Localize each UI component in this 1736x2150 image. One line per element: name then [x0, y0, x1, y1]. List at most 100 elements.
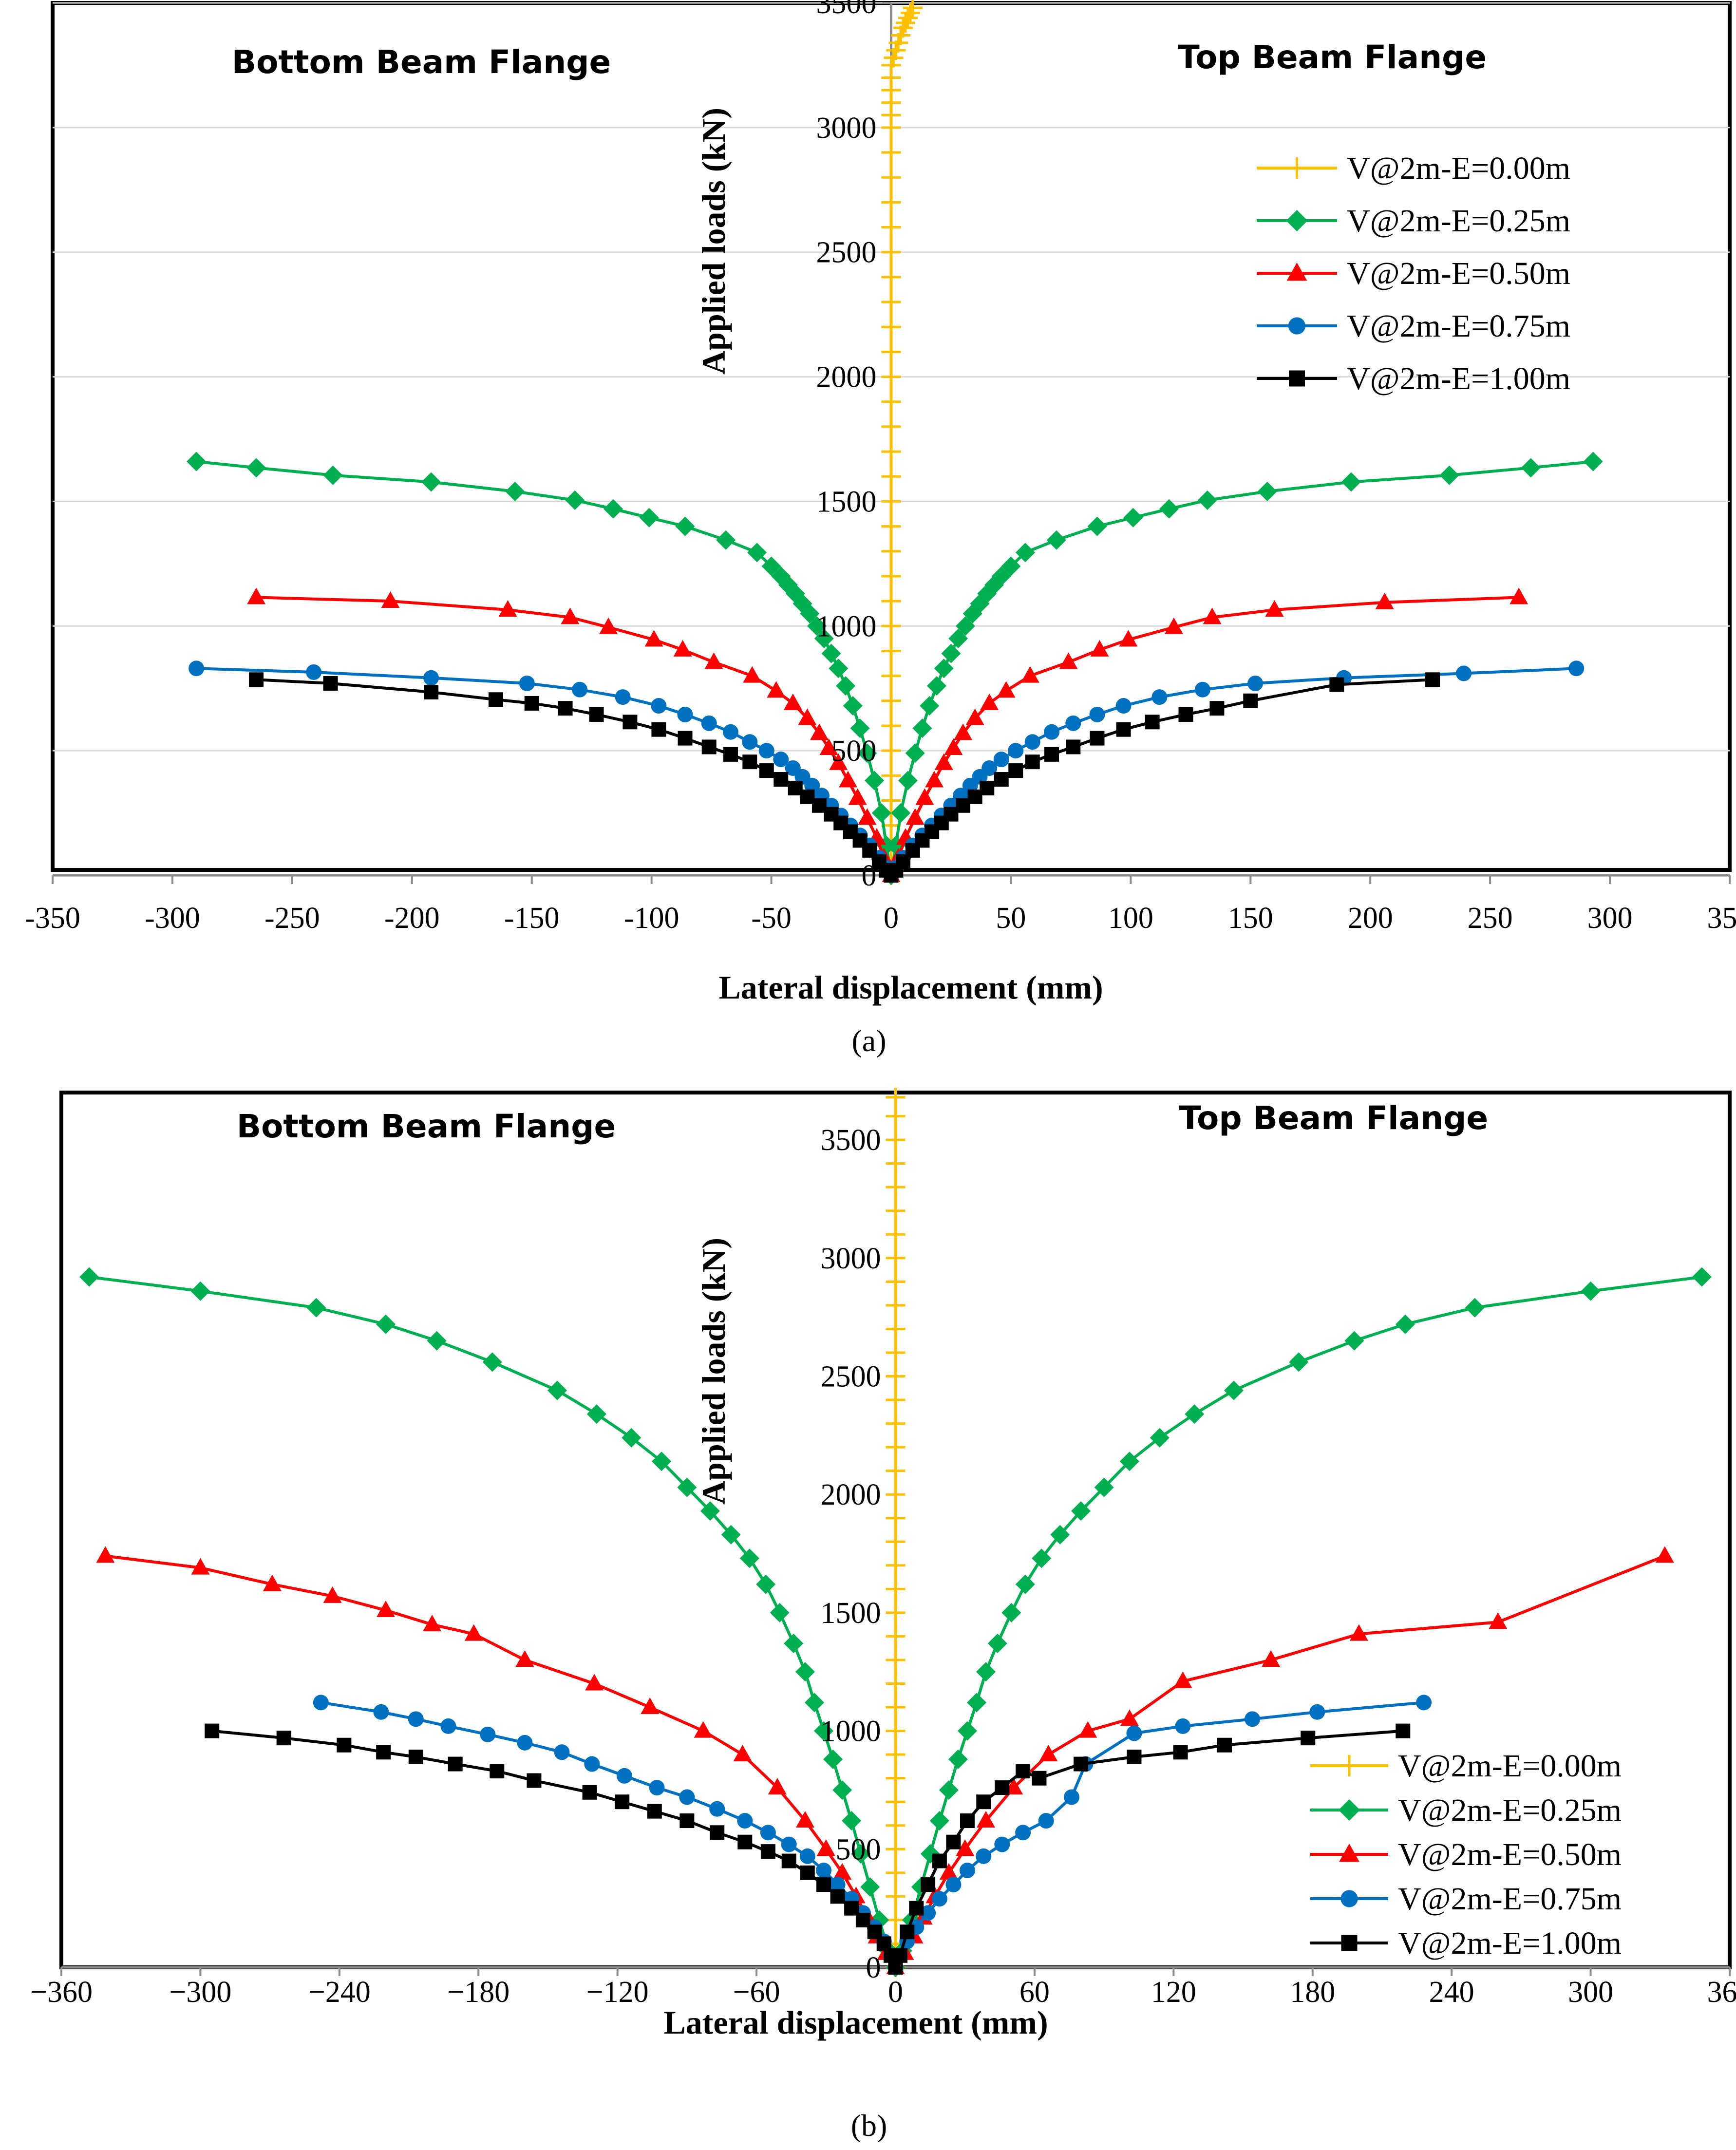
data-point — [1044, 724, 1060, 740]
data-point — [881, 541, 901, 561]
data-point — [723, 747, 738, 762]
data-point — [830, 1889, 845, 1904]
data-point — [976, 1794, 991, 1810]
data-point — [480, 1726, 496, 1742]
y-tick-label: 1500 — [821, 1597, 881, 1630]
data-point — [920, 1905, 936, 1921]
data-point — [810, 723, 829, 740]
data-point — [886, 1792, 906, 1812]
data-point — [1078, 1721, 1097, 1738]
data-point — [737, 1834, 753, 1849]
x-tick-label: 60 — [1019, 1976, 1050, 2009]
data-point — [886, 1508, 906, 1528]
data-point — [830, 1877, 846, 1893]
data-point — [881, 666, 901, 686]
data-point — [1217, 1737, 1232, 1753]
data-point — [306, 1298, 326, 1318]
data-point — [1265, 600, 1284, 617]
legend-label: V@2m-E=0.25m — [1347, 203, 1570, 239]
data-point — [488, 692, 503, 707]
data-point — [795, 1811, 814, 1828]
data-point — [881, 691, 901, 711]
data-point — [554, 1744, 570, 1760]
data-point — [1197, 490, 1217, 510]
data-point — [747, 543, 767, 563]
data-point — [881, 741, 901, 761]
data-point — [1692, 1267, 1712, 1287]
data-point — [886, 1886, 906, 1906]
data-point — [881, 791, 901, 811]
legend-item: V@2m-E=0.50m — [1257, 256, 1570, 291]
data-point — [959, 1862, 975, 1878]
data-point — [829, 753, 848, 770]
data-point — [886, 1437, 906, 1457]
x-tick-label: -50 — [751, 902, 792, 935]
y-tick-label: 0 — [866, 1951, 881, 1984]
data-point — [814, 1721, 834, 1741]
data-point — [956, 1839, 975, 1856]
data-point — [893, 18, 913, 38]
data-point — [701, 739, 717, 754]
data-point — [886, 1248, 906, 1268]
data-point — [694, 1721, 713, 1738]
data-point — [948, 628, 968, 648]
data-point — [960, 1813, 975, 1829]
data-point — [981, 760, 998, 776]
data-point — [448, 1756, 463, 1772]
data-point — [881, 392, 901, 412]
data-point — [616, 1768, 632, 1784]
data-point — [710, 1825, 725, 1840]
data-point — [858, 808, 877, 825]
data-point — [323, 1586, 342, 1603]
legend-item: V@2m-E=1.00m — [1310, 1925, 1622, 1961]
data-point — [1289, 1352, 1309, 1372]
data-point — [925, 771, 944, 788]
data-point — [850, 718, 870, 738]
data-point — [1064, 1789, 1080, 1805]
data-point — [263, 1574, 282, 1591]
data-point — [886, 1106, 906, 1126]
data-point — [679, 1813, 695, 1829]
data-point — [761, 556, 781, 576]
data-point — [79, 1267, 99, 1287]
data-point — [742, 734, 758, 750]
data-point — [1245, 1711, 1261, 1727]
series-group-b — [79, 1087, 1712, 1977]
series-V@2m-E=0.00m — [886, 1087, 906, 1977]
x-tick-label: 360 — [1707, 1976, 1736, 2009]
data-point — [756, 1574, 776, 1594]
annotation-top-flange-a: Top Beam Flange — [1178, 38, 1487, 76]
data-point — [886, 1532, 906, 1552]
x-tick-label: -200 — [384, 902, 440, 935]
data-point — [886, 1225, 906, 1245]
data-point — [758, 743, 774, 759]
data-point — [807, 616, 827, 636]
x-axis-title-a: Lateral displacement (mm) — [718, 969, 1103, 1006]
data-point — [941, 643, 961, 663]
data-point — [1090, 640, 1109, 657]
x-tick-label: 300 — [1587, 902, 1633, 935]
data-point — [623, 715, 638, 730]
data-point — [1074, 1756, 1089, 1772]
data-point — [881, 168, 901, 188]
data-point — [1015, 1574, 1035, 1594]
data-point — [739, 1548, 759, 1568]
legend-item: V@2m-E=0.25m — [1257, 203, 1570, 239]
legend-label: V@2m-E=1.00m — [1347, 361, 1570, 396]
legend-label: V@2m-E=1.00m — [1398, 1925, 1622, 1961]
data-point — [851, 1844, 871, 1864]
data-point — [946, 1834, 961, 1849]
data-point — [1038, 1813, 1054, 1829]
data-point — [926, 676, 946, 696]
data-point — [1243, 693, 1258, 708]
data-point — [1016, 1764, 1031, 1779]
data-point — [743, 666, 762, 683]
data-point — [1089, 706, 1105, 722]
y-tick-label: 2000 — [821, 1478, 881, 1511]
data-point — [189, 660, 205, 677]
data-point — [603, 499, 623, 519]
data-point — [677, 706, 693, 722]
data-point — [848, 788, 867, 805]
legend-marker — [1339, 1799, 1360, 1821]
subfigure-label-b: (b) — [851, 2108, 887, 2143]
